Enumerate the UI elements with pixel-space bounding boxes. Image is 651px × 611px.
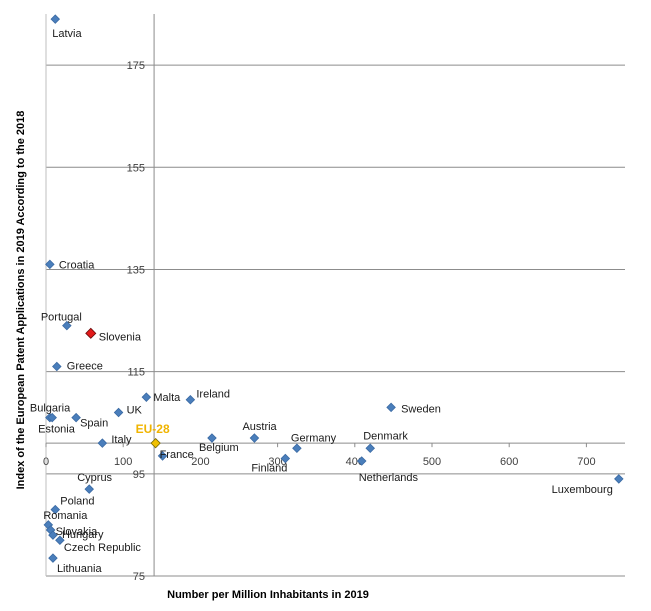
- label-belgium: Belgium: [199, 442, 239, 454]
- label-greece: Greece: [67, 361, 103, 373]
- point-italy: [97, 438, 108, 448]
- label-czech-republic: Czech Republic: [64, 542, 142, 554]
- label-uk: UK: [127, 405, 143, 417]
- y-tick-label: 155: [127, 162, 145, 174]
- point-labels: Latvia Croatia Portugal Slovenia Greece Malta…: [30, 28, 613, 575]
- label-france: France: [160, 449, 194, 461]
- label-lithuania: Lithuania: [57, 563, 103, 575]
- label-spain: Spain: [80, 418, 108, 430]
- point-netherlands: [356, 456, 367, 466]
- point-finland: [280, 453, 291, 464]
- point-croatia: [45, 259, 55, 270]
- point-france: [157, 451, 168, 461]
- point-poland: [50, 504, 61, 515]
- label-netherlands: Netherlands: [359, 472, 419, 484]
- point-lithuania: [48, 553, 58, 563]
- y-tick-label: 135: [127, 264, 145, 276]
- label-denmark: Denmark: [363, 430, 408, 442]
- label-cyprus: Cyprus: [77, 472, 112, 484]
- y-tick-label: 95: [133, 469, 145, 481]
- point-ireland: [185, 394, 196, 405]
- point-germany: [292, 443, 302, 454]
- label-poland: Poland: [60, 496, 94, 508]
- x-tick-label: 200: [191, 456, 209, 468]
- label-luxembourg: Luxembourg: [552, 484, 613, 496]
- point-belgium: [207, 433, 217, 443]
- point-sweden: [386, 402, 396, 413]
- label-austria: Austria: [242, 421, 277, 433]
- label-hungary: Hungary: [62, 529, 104, 541]
- y-tick-label: 175: [127, 60, 145, 72]
- label-slovakia: Slovakia: [56, 526, 98, 538]
- label-germany: Germany: [291, 432, 337, 444]
- x-tick-label: 0: [43, 456, 49, 468]
- point-luxembourg: [614, 474, 624, 484]
- point-portugal: [62, 320, 72, 331]
- x-tick-labels: 0 100 200 300 400 500 600 700: [43, 456, 596, 468]
- point-cyprus: [84, 484, 94, 494]
- y-tick-label: 115: [127, 367, 145, 379]
- x-tick-label: 500: [423, 456, 441, 468]
- y-tick-label: 75: [133, 571, 145, 583]
- point-slovenia: [85, 327, 97, 339]
- point-eu-28: [150, 437, 161, 449]
- point-estonia: [47, 412, 57, 423]
- point-denmark: [365, 443, 376, 454]
- x-tick-label: 100: [114, 456, 132, 468]
- label-latvia: Latvia: [52, 28, 82, 40]
- label-eu-28: EU-28: [136, 422, 170, 436]
- y-axis-title: Index of the European Patent Application…: [15, 111, 27, 490]
- label-finland: Finland: [251, 462, 287, 474]
- point-spain: [71, 412, 81, 423]
- point-hungary: [48, 530, 58, 540]
- label-italy: Italy: [111, 434, 132, 446]
- label-sweden: Sweden: [401, 403, 441, 415]
- point-greece: [52, 361, 62, 372]
- point-czech-republic: [55, 535, 65, 546]
- label-portugal: Portugal: [41, 312, 82, 324]
- data-points: [43, 14, 624, 563]
- label-malta: Malta: [153, 392, 181, 404]
- label-romania: Romania: [43, 510, 88, 522]
- point-malta: [141, 392, 152, 402]
- label-ireland: Ireland: [196, 389, 230, 401]
- point-uk: [113, 407, 124, 418]
- label-slovenia: Slovenia: [99, 331, 142, 343]
- y-tick-labels: 75 95 115 135 155 175: [127, 60, 145, 583]
- label-estonia: Estonia: [38, 424, 76, 436]
- point-latvia: [50, 14, 61, 24]
- label-croatia: Croatia: [59, 259, 95, 271]
- point-austria: [249, 433, 260, 443]
- grid-lines: [46, 64, 625, 577]
- x-tick-label: 600: [500, 456, 518, 468]
- label-bulgaria: Bulgaria: [30, 403, 71, 415]
- axes: [45, 14, 625, 576]
- x-axis-title: Number per Million Inhabitants in 2019: [167, 589, 369, 601]
- x-tick-label: 700: [577, 456, 595, 468]
